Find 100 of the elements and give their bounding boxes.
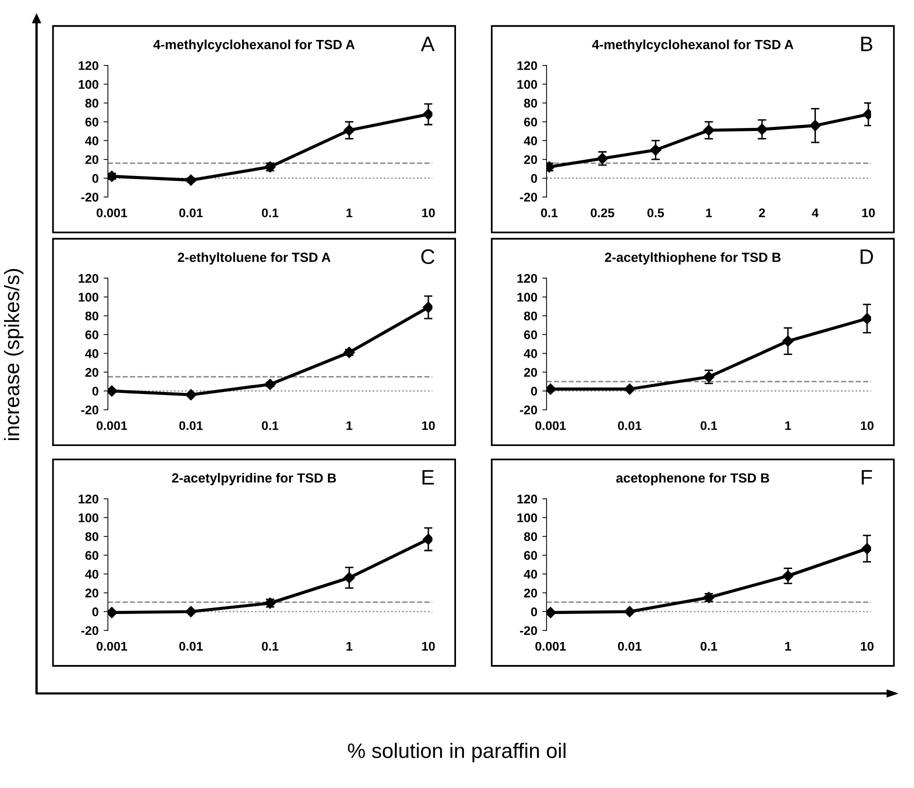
y-tick-label: 100 <box>517 513 538 522</box>
y-tick-label: 80 <box>85 312 98 320</box>
y-tick-label: 20 <box>85 588 98 598</box>
x-tick-label: 1 <box>706 208 712 218</box>
x-tick-label: 10 <box>862 208 875 218</box>
x-tick-label: 1 <box>346 642 352 651</box>
y-tick-label: 0 <box>531 607 538 616</box>
y-tick-label: 80 <box>524 532 538 542</box>
point <box>185 606 197 618</box>
text: D <box>860 250 873 264</box>
y-tick-label: 60 <box>524 118 538 126</box>
y-tick-label: -20 <box>81 626 98 636</box>
x-tick-label: 1 <box>346 208 352 218</box>
y-tick-label: 120 <box>78 494 98 504</box>
chart-title: 2-acetylpyridine for TSD B <box>172 472 336 486</box>
x-tick-label: 0.01 <box>618 421 642 430</box>
y-tick-label: 60 <box>85 330 98 340</box>
y-tick-label: 0 <box>531 174 538 183</box>
chart-title: 4-methylcyclohexanol for TSD A <box>592 40 794 52</box>
y-tick-label: -20 <box>81 192 98 202</box>
x-tick-label: 0.01 <box>179 208 203 218</box>
y-tick-label: 120 <box>517 61 538 70</box>
y-axis-title: increase (spikes/s) <box>4 269 24 440</box>
y-tick-label: 0 <box>92 174 98 183</box>
y-tick-label: 0 <box>92 607 98 616</box>
y-tick-label: 40 <box>85 136 98 146</box>
x-tick-label: 10 <box>860 421 874 430</box>
x-tick-label: 0.001 <box>96 421 128 430</box>
y-tick-label: 40 <box>524 136 538 146</box>
y-tick-label: -20 <box>520 406 538 414</box>
x-tick-label: 0.1 <box>262 421 278 430</box>
x-tick-label: 10 <box>422 208 435 218</box>
chart-title: 4-methylcyclohexanol for TSD A <box>153 40 355 52</box>
point <box>546 606 556 618</box>
y-tick-label: 20 <box>524 588 538 598</box>
x-tick-label: 0.01 <box>179 642 203 651</box>
x-tick-label: 0.001 <box>96 642 128 651</box>
y-tick-label: 120 <box>517 274 538 283</box>
y-tick-label: 120 <box>78 274 98 283</box>
y-tick-label: 80 <box>85 98 98 108</box>
y-tick-label: 40 <box>524 570 538 579</box>
point <box>185 389 197 400</box>
x-tick-label: 10 <box>422 642 435 651</box>
x-tick-label: 0.001 <box>535 642 566 651</box>
text: C <box>421 249 434 264</box>
y-tick-label: 20 <box>524 368 538 377</box>
y-tick-label: 0 <box>92 386 98 396</box>
x-tick-label: 0.25 <box>590 208 614 218</box>
x-tick-label: 0.1 <box>700 642 718 651</box>
y-tick-label: 120 <box>517 494 538 504</box>
x-tick-label: 2 <box>758 208 765 218</box>
y-tick-label: 60 <box>85 551 98 560</box>
y-tick-label: 100 <box>517 80 538 89</box>
y-tick-label: 40 <box>524 349 538 358</box>
x-tick-label: 0.1 <box>262 208 278 218</box>
y-tick-label: 40 <box>85 570 98 579</box>
y-tick-label: 20 <box>85 155 98 164</box>
y-tick-label: 60 <box>85 118 98 126</box>
x-tick-label: 0.001 <box>535 421 566 430</box>
x-tick-label: 0.5 <box>647 208 664 218</box>
x-tick-label: 0.01 <box>179 421 203 430</box>
point <box>108 385 118 397</box>
chart-title: 2-ethyltoluene for TSD A <box>178 252 330 265</box>
text: B <box>861 36 872 52</box>
x-axis-title: % solution in paraffin oil <box>348 742 566 762</box>
y-tick-label: -20 <box>520 626 538 636</box>
y-tick-label: -20 <box>520 192 538 202</box>
y-tick-label: 100 <box>78 292 98 302</box>
x-tick-label: 0.1 <box>541 208 558 218</box>
y-tick-label: 20 <box>524 155 538 164</box>
x-tick-label: 1 <box>785 421 792 430</box>
text: F <box>862 470 872 484</box>
x-tick-label: 1 <box>346 421 352 430</box>
y-tick-label: 80 <box>524 312 538 320</box>
y-tick-label: 100 <box>78 513 98 522</box>
point <box>624 383 636 395</box>
y-tick-label: 100 <box>517 292 538 302</box>
x-tick-label: 1 <box>785 642 792 651</box>
y-tick-label: 0 <box>531 386 538 396</box>
point <box>546 383 556 395</box>
y-tick-label: 80 <box>85 532 98 542</box>
text: A <box>420 36 435 52</box>
y-tick-label: 100 <box>78 80 98 89</box>
y-tick-label: 60 <box>524 551 538 560</box>
x-tick-label: 0.01 <box>618 642 642 651</box>
point <box>108 606 118 618</box>
x-tick-label: 10 <box>422 421 435 430</box>
x-tick-label: 0.1 <box>262 642 278 651</box>
y-tick-label: -20 <box>81 406 98 414</box>
x-tick-label: 0.1 <box>700 421 718 430</box>
point <box>756 124 768 135</box>
chart-title: 2-acetylthiophene for TSD B <box>604 252 781 265</box>
y-tick-label: 80 <box>524 98 538 108</box>
x-tick-label: 0.001 <box>96 208 128 218</box>
chart-title: acetophenone for TSD B <box>616 472 770 486</box>
y-tick-label: 40 <box>85 349 98 358</box>
x-tick-label: 4 <box>812 208 819 218</box>
y-tick-label: 20 <box>85 368 98 377</box>
y-tick-label: 60 <box>524 330 538 340</box>
point <box>624 606 636 618</box>
